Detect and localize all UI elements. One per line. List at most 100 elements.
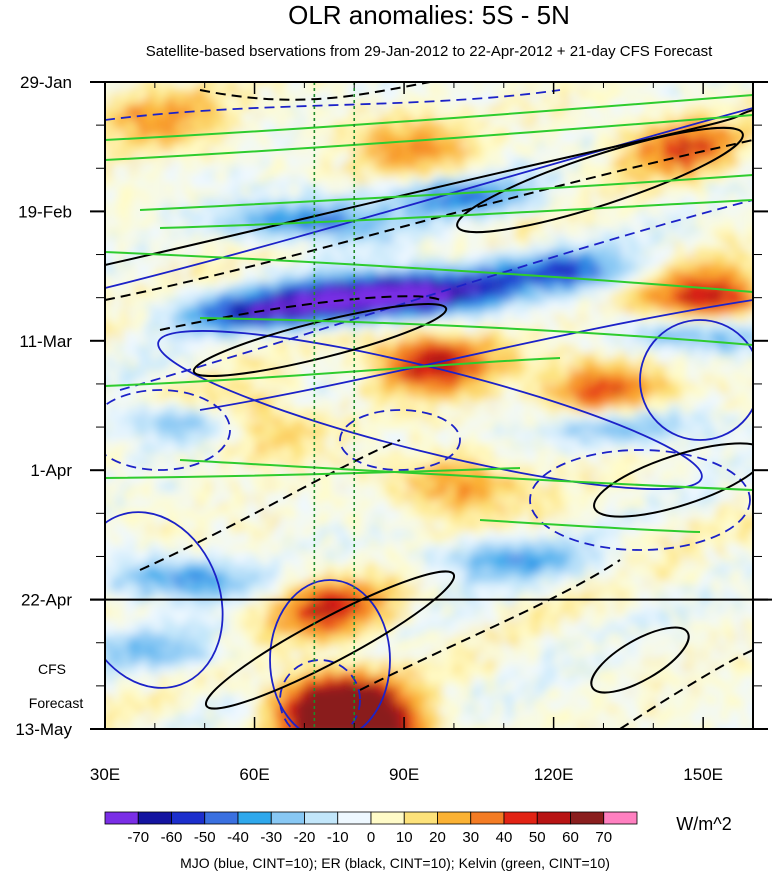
heatmap-cell — [747, 184, 753, 191]
heatmap-cell — [591, 250, 598, 257]
heatmap-cell — [111, 316, 118, 323]
heatmap-cell — [525, 310, 532, 317]
heatmap-cell — [129, 88, 136, 95]
heatmap-cell — [231, 184, 238, 191]
heatmap-cell — [447, 208, 454, 215]
heatmap-cell — [711, 148, 718, 155]
heatmap-cell — [411, 100, 418, 107]
heatmap-cell — [429, 220, 436, 227]
heatmap-cell — [333, 334, 340, 341]
heatmap-cell — [699, 280, 706, 287]
heatmap-cell — [477, 148, 484, 155]
heatmap-cell — [537, 262, 544, 269]
heatmap-cell — [279, 130, 286, 137]
heatmap-cell — [219, 346, 226, 353]
heatmap-cell — [669, 88, 676, 95]
heatmap-cell — [357, 106, 364, 113]
heatmap-cell — [537, 280, 544, 287]
heatmap-cell — [369, 256, 376, 263]
heatmap-cell — [435, 94, 442, 101]
heatmap-cell — [681, 334, 688, 341]
heatmap-cell — [123, 112, 130, 119]
heatmap-cell — [633, 184, 640, 191]
heatmap-cell — [549, 136, 556, 143]
heatmap-cell — [171, 88, 178, 95]
heatmap-cell — [147, 334, 154, 341]
heatmap-cell — [447, 316, 454, 323]
heatmap-cell — [279, 292, 286, 299]
heatmap-cell — [141, 226, 148, 233]
heatmap-cell — [711, 244, 718, 251]
heatmap-cell — [129, 334, 136, 341]
heatmap-cell — [399, 298, 406, 305]
heatmap-cell — [417, 250, 424, 257]
heatmap-cell — [561, 322, 568, 329]
heatmap-cell — [177, 340, 184, 347]
heatmap-cell — [651, 328, 658, 335]
heatmap-cell — [633, 328, 640, 335]
heatmap-cell — [147, 292, 154, 299]
heatmap-cell — [717, 238, 724, 245]
heatmap-cell — [243, 88, 250, 95]
heatmap-cell — [465, 316, 472, 323]
heatmap-cell — [267, 304, 274, 311]
heatmap-cell — [375, 292, 382, 299]
heatmap-cell — [669, 262, 676, 269]
heatmap-cell — [291, 298, 298, 305]
heatmap-cell — [495, 340, 502, 347]
heatmap-cell — [243, 172, 250, 179]
heatmap-cell — [627, 310, 634, 317]
heatmap-cell — [717, 280, 724, 287]
heatmap-cell — [135, 166, 142, 173]
heatmap-cell — [543, 322, 550, 329]
heatmap-cell — [531, 124, 538, 131]
heatmap-cell — [399, 232, 406, 239]
heatmap-cell — [579, 166, 586, 173]
heatmap-cell — [471, 88, 478, 95]
heatmap-cell — [183, 166, 190, 173]
heatmap-cell — [165, 244, 172, 251]
heatmap-cell — [531, 142, 538, 149]
heatmap-cell — [537, 310, 544, 317]
heatmap-cell — [405, 220, 412, 227]
heatmap-cell — [207, 118, 214, 125]
heatmap-cell — [165, 340, 172, 347]
heatmap-cell — [249, 238, 256, 245]
heatmap-cell — [177, 136, 184, 143]
heatmap-cell — [525, 112, 532, 119]
heatmap-cell — [381, 94, 388, 101]
heatmap-cell — [171, 112, 178, 119]
heatmap-cell — [267, 274, 274, 281]
heatmap-cell — [369, 118, 376, 125]
heatmap-cell — [555, 148, 562, 155]
heatmap-cell — [675, 82, 682, 89]
heatmap-cell — [255, 322, 262, 329]
heatmap-cell — [501, 148, 508, 155]
heatmap-cell — [315, 106, 322, 113]
heatmap-cell — [519, 250, 526, 257]
heatmap-cell — [687, 274, 694, 281]
heatmap-cell — [405, 208, 412, 215]
heatmap-cell — [675, 100, 682, 107]
heatmap-cell — [579, 250, 586, 257]
heatmap-cell — [135, 238, 142, 245]
heatmap-cell — [459, 340, 466, 347]
heatmap-cell — [453, 250, 460, 257]
heatmap-cell — [585, 112, 592, 119]
heatmap-cell — [141, 142, 148, 149]
heatmap-cell — [699, 232, 706, 239]
heatmap-cell — [591, 154, 598, 161]
heatmap-cell — [303, 100, 310, 107]
heatmap-cell — [699, 202, 706, 209]
heatmap-cell — [615, 244, 622, 251]
heatmap-cell — [189, 190, 196, 197]
heatmap-cell — [627, 178, 634, 185]
heatmap-cell — [429, 88, 436, 95]
heatmap-cell — [537, 202, 544, 209]
heatmap-cell — [495, 208, 502, 215]
heatmap-cell — [531, 274, 538, 281]
heatmap-cell — [261, 322, 268, 329]
heatmap-cell — [123, 322, 130, 329]
heatmap-cell — [753, 94, 760, 101]
heatmap-cell — [231, 196, 238, 203]
